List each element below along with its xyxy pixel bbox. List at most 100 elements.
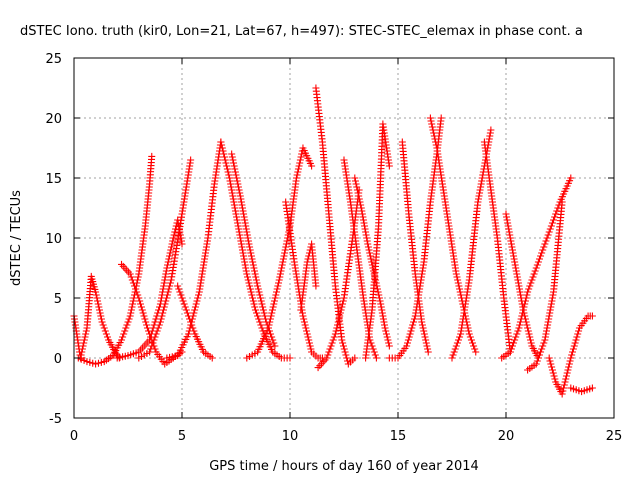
- data-point: [432, 141, 440, 149]
- data-point: [588, 312, 596, 320]
- data-point: [127, 306, 135, 314]
- data-point: [453, 273, 461, 281]
- series-pass: [282, 198, 326, 362]
- data-point: [276, 270, 284, 278]
- data-point: [164, 261, 172, 269]
- data-point: [230, 159, 238, 167]
- data-point: [139, 309, 147, 317]
- series-pass: [135, 156, 195, 362]
- data-point: [189, 324, 197, 332]
- data-point: [575, 327, 583, 335]
- series-pass: [567, 384, 596, 396]
- data-point: [406, 330, 414, 338]
- data-point: [422, 336, 430, 344]
- data-point: [294, 165, 302, 173]
- data-point: [514, 327, 522, 335]
- data-point: [452, 270, 460, 278]
- data-point: [102, 330, 110, 338]
- data-point: [454, 276, 462, 284]
- data-point: [532, 264, 540, 272]
- data-point: [334, 321, 342, 329]
- data-point: [224, 168, 232, 176]
- data-point: [384, 336, 392, 344]
- y-tick-label: 15: [45, 172, 62, 187]
- x-tick-label: 25: [606, 429, 623, 444]
- data-point: [134, 273, 142, 281]
- data-point: [464, 324, 472, 332]
- data-point: [568, 351, 576, 359]
- data-point: [366, 252, 374, 260]
- data-point: [527, 279, 535, 287]
- data-point: [273, 288, 280, 296]
- data-point: [323, 354, 331, 362]
- data-point: [286, 354, 294, 362]
- data-point: [560, 384, 568, 392]
- data-point: [292, 174, 300, 182]
- data-point: [191, 303, 199, 311]
- data-point: [337, 306, 345, 314]
- data-point: [304, 333, 312, 341]
- data-point: [223, 162, 231, 170]
- data-point: [336, 309, 344, 317]
- data-point: [428, 120, 436, 128]
- data-point: [156, 318, 164, 326]
- data-point: [561, 378, 569, 386]
- data-point: [157, 315, 165, 323]
- data-point: [354, 189, 362, 197]
- y-tick-label: 0: [54, 352, 62, 367]
- data-point: [456, 285, 464, 293]
- data-point: [548, 366, 556, 374]
- data-point: [162, 297, 170, 305]
- data-point: [269, 336, 277, 344]
- data-point: [132, 285, 140, 293]
- data-point: [330, 333, 338, 341]
- data-point: [249, 261, 257, 269]
- data-point: [281, 246, 289, 254]
- data-point: [222, 159, 230, 167]
- data-point: [284, 234, 292, 242]
- data-point: [326, 345, 334, 353]
- data-point: [423, 342, 431, 350]
- data-point: [521, 315, 529, 323]
- data-point: [128, 303, 136, 311]
- data-point: [258, 324, 266, 332]
- data-point: [166, 279, 174, 287]
- data-point: [176, 288, 184, 296]
- data-point: [181, 303, 189, 311]
- data-point: [357, 201, 365, 209]
- data-point: [182, 306, 190, 314]
- data-point: [223, 165, 231, 173]
- data-point: [80, 339, 88, 347]
- data-point: [246, 243, 254, 251]
- data-point: [408, 324, 416, 332]
- data-point: [367, 255, 375, 263]
- data-point: [551, 375, 559, 383]
- data-point: [275, 276, 283, 284]
- data-point: [270, 297, 278, 305]
- data-point: [236, 189, 244, 197]
- data-point: [511, 336, 519, 344]
- data-point: [542, 237, 550, 245]
- data-point: [249, 297, 257, 305]
- data-point: [228, 153, 236, 161]
- data-point: [506, 348, 514, 356]
- x-tick-label: 20: [498, 429, 515, 444]
- data-point: [573, 333, 581, 341]
- data-point: [190, 309, 198, 317]
- data-point: [251, 267, 259, 275]
- data-point: [154, 324, 162, 332]
- data-point: [339, 300, 347, 308]
- data-point: [324, 351, 332, 359]
- data-point: [327, 342, 335, 350]
- data-point: [338, 303, 346, 311]
- data-point: [167, 246, 175, 254]
- data-point: [135, 294, 143, 302]
- data-point: [558, 390, 566, 398]
- series-pass: [385, 114, 445, 362]
- data-point: [136, 297, 144, 305]
- data-point: [524, 288, 532, 296]
- data-point: [533, 357, 541, 365]
- data-point: [472, 348, 480, 356]
- data-point: [247, 252, 255, 260]
- data-point: [508, 342, 516, 350]
